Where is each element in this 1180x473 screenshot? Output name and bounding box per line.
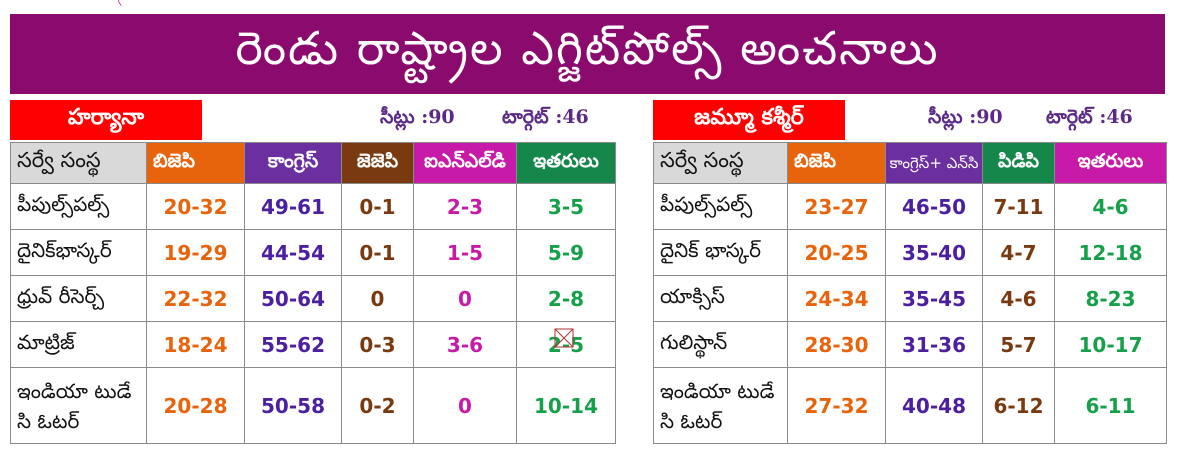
region-label-haryana: హర్యానా <box>67 105 145 130</box>
org-cell: యాక్సిస్ <box>653 275 788 322</box>
org-cell: దైనిక్‌భాస్కర్ <box>10 229 147 276</box>
inld-cell: 0 <box>413 275 517 322</box>
target-info-haryana: టార్గెట్ :46 <box>502 106 589 128</box>
others-cell: 2-5 <box>516 321 616 368</box>
col-header-org: సర్వే సంస్థ <box>653 142 788 184</box>
seats-info-haryana: సీట్లు :90 <box>380 106 455 128</box>
congress-cell: 50-58 <box>244 367 342 444</box>
congress-nc-cell: 35-40 <box>885 229 983 276</box>
org-cell: పీపుల్స్‌పల్స్ <box>653 183 788 230</box>
table-header-row: సర్వే సంస్థ బిజెపి కాంగ్రెస్+ ఎన్‌సి పిడ… <box>653 142 1167 184</box>
inld-cell: 1-5 <box>413 229 517 276</box>
top-edge-mark: 〈 <box>112 0 122 8</box>
jjp-cell: 0-2 <box>341 367 414 444</box>
col-header-congress: కాంగ్రెస్ <box>244 142 342 184</box>
others-cell: 4-6 <box>1054 183 1167 230</box>
bjp-cell: 20-25 <box>787 229 886 276</box>
table-row: దైనిక్‌భాస్కర్ 19-29 44-54 0-1 1-5 5-9 <box>10 229 616 276</box>
congress-nc-cell: 31-36 <box>885 321 983 368</box>
bjp-cell: 20-28 <box>146 367 245 444</box>
pdp-cell: 4-6 <box>982 275 1055 322</box>
inld-cell: 2-3 <box>413 183 517 230</box>
col-header-org: సర్వే సంస్థ <box>10 142 147 184</box>
table-row: పీపుల్స్‌పల్స్ 20-32 49-61 0-1 2-3 3-5 <box>10 183 616 230</box>
pdp-cell: 4-7 <box>982 229 1055 276</box>
org-cell: ఇండియా టుడే సి ఓటర్ <box>653 367 788 444</box>
congress-cell: 49-61 <box>244 183 342 230</box>
table-row: పీపుల్స్‌పల్స్ 23-27 46-50 7-11 4-6 <box>653 183 1167 230</box>
col-header-bjp: బిజెపి <box>146 142 245 184</box>
org-cell: ధ్రువ్ రీసెర్చ్ <box>10 275 147 322</box>
bjp-cell: 22-32 <box>146 275 245 322</box>
jjp-cell: 0-1 <box>341 183 414 230</box>
col-header-pdp: పిడిపి <box>982 142 1055 184</box>
col-header-bjp: బిజెపి <box>787 142 886 184</box>
inld-cell: 0 <box>413 367 517 444</box>
others-value: 2-5 <box>547 332 585 357</box>
col-header-others: ఇతరులు <box>516 142 616 184</box>
inld-cell: 3-6 <box>413 321 517 368</box>
page-title-banner: రెండు రాష్ట్రాల ఎగ్జిట్‌పోల్స్ అంచనాలు <box>10 14 1165 94</box>
others-cell: 2-8 <box>516 275 616 322</box>
congress-cell: 44-54 <box>244 229 342 276</box>
page-title: రెండు రాష్ట్రాల ఎగ్జిట్‌పోల్స్ అంచనాలు <box>235 21 940 75</box>
others-cell: 5-9 <box>516 229 616 276</box>
col-header-inld: ఐఎన్‌ఎల్‌డి <box>413 142 517 184</box>
org-cell: మాట్రిజ్ <box>10 321 147 368</box>
bjp-cell: 19-29 <box>146 229 245 276</box>
pdp-cell: 7-11 <box>982 183 1055 230</box>
table-row: ఇండియా టుడే సి ఓటర్ 20-28 50-58 0-2 0 10… <box>10 367 616 444</box>
congress-nc-cell: 35-45 <box>885 275 983 322</box>
bjp-cell: 18-24 <box>146 321 245 368</box>
org-cell: దైనిక్ భాస్కర్ <box>653 229 788 276</box>
others-cell: 6-11 <box>1054 367 1167 444</box>
congress-nc-cell: 46-50 <box>885 183 983 230</box>
table-header-row: సర్వే సంస్థ బిజెపి కాంగ్రెస్ జెజెపి ఐఎన్… <box>10 142 616 184</box>
col-header-congress-nc: కాంగ్రెస్+ ఎన్‌సి <box>885 142 983 184</box>
org-cell: ఇండియా టుడే సి ఓటర్ <box>10 367 147 444</box>
others-cell: 12-18 <box>1054 229 1167 276</box>
congress-nc-cell: 40-48 <box>885 367 983 444</box>
bjp-cell: 27-32 <box>787 367 886 444</box>
org-cell: పీపుల్స్‌పల్స్ <box>10 183 147 230</box>
org-cell: గులిస్థాన్ <box>653 321 788 368</box>
bjp-cell: 23-27 <box>787 183 886 230</box>
jjp-cell: 0-1 <box>341 229 414 276</box>
seats-info-jk: సీట్లు :90 <box>928 106 1003 128</box>
bjp-cell: 28-30 <box>787 321 886 368</box>
others-cell: 10-14 <box>516 367 616 444</box>
table-row: దైనిక్ భాస్కర్ 20-25 35-40 4-7 12-18 <box>653 229 1167 276</box>
others-cell: 3-5 <box>516 183 616 230</box>
pdp-cell: 5-7 <box>982 321 1055 368</box>
table-row: ధ్రువ్ రీసెర్చ్ 22-32 50-64 0 0 2-8 <box>10 275 616 322</box>
jk-table: సర్వే సంస్థ బిజెపి కాంగ్రెస్+ ఎన్‌సి పిడ… <box>653 142 1167 444</box>
others-cell: 10-17 <box>1054 321 1167 368</box>
congress-cell: 50-64 <box>244 275 342 322</box>
bjp-cell: 24-34 <box>787 275 886 322</box>
others-cell: 8-23 <box>1054 275 1167 322</box>
region-tag-jk: జమ్మూ కశ్మీర్ <box>653 100 845 140</box>
col-header-jjp: జెజెపి <box>341 142 414 184</box>
table-row: ఇండియా టుడే సి ఓటర్ 27-32 40-48 6-12 6-1… <box>653 367 1167 444</box>
table-row: యాక్సిస్ 24-34 35-45 4-6 8-23 <box>653 275 1167 322</box>
region-label-jk: జమ్మూ కశ్మీర్ <box>694 105 804 130</box>
pdp-cell: 6-12 <box>982 367 1055 444</box>
congress-cell: 55-62 <box>244 321 342 368</box>
table-row: మాట్రిజ్ 18-24 55-62 0-3 3-6 2-5 <box>10 321 616 368</box>
jjp-cell: 0-3 <box>341 321 414 368</box>
table-row: గులిస్థాన్ 28-30 31-36 5-7 10-17 <box>653 321 1167 368</box>
jjp-cell: 0 <box>341 275 414 322</box>
region-tag-haryana: హర్యానా <box>10 100 202 140</box>
haryana-table: సర్వే సంస్థ బిజెపి కాంగ్రెస్ జెజెపి ఐఎన్… <box>10 142 616 444</box>
target-info-jk: టార్గెట్ :46 <box>1046 106 1133 128</box>
col-header-others: ఇతరులు <box>1054 142 1167 184</box>
bjp-cell: 20-32 <box>146 183 245 230</box>
